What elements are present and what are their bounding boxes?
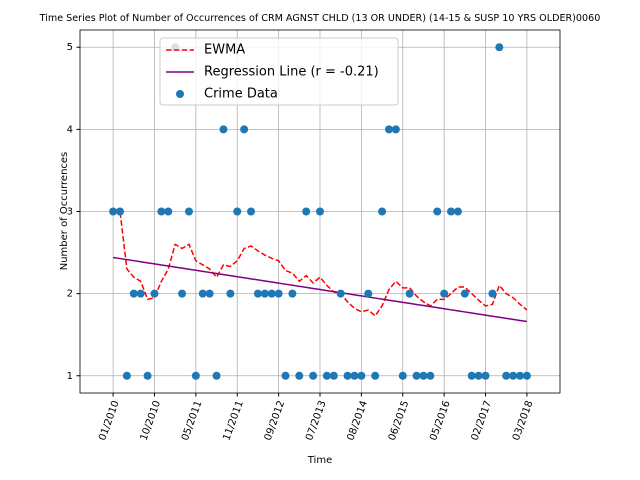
data-point — [426, 371, 435, 380]
data-point — [219, 125, 228, 134]
y-tick-label: 3 — [67, 207, 73, 218]
data-point — [371, 371, 380, 380]
data-point — [357, 371, 366, 380]
data-point — [302, 207, 311, 216]
data-point — [329, 371, 338, 380]
data-point — [474, 371, 483, 380]
data-point — [191, 371, 200, 380]
data-point — [316, 207, 324, 216]
data-point — [253, 289, 262, 298]
data-point — [178, 289, 187, 298]
data-point — [322, 371, 331, 380]
data-point — [516, 371, 524, 380]
x-tick-label: 10/2010 — [139, 399, 164, 442]
y-tick-label: 5 — [67, 42, 73, 53]
data-point — [502, 371, 511, 380]
data-point — [164, 207, 173, 216]
legend-label: Regression Line (r = -0.21) — [204, 65, 379, 80]
x-tick-label: 05/2011 — [180, 399, 205, 442]
data-point — [405, 289, 414, 298]
data-point — [198, 289, 207, 298]
data-point — [447, 207, 456, 216]
x-tick-label: 02/2017 — [470, 399, 495, 442]
data-point — [205, 289, 214, 298]
x-tick-label: 01/2010 — [97, 399, 122, 442]
data-point — [440, 289, 449, 298]
data-point — [460, 289, 469, 298]
x-tick-label: 06/2015 — [387, 399, 412, 442]
data-point — [143, 371, 152, 380]
data-point — [350, 371, 359, 380]
data-point — [281, 371, 290, 380]
x-tick-label: 07/2013 — [304, 399, 329, 442]
data-point — [384, 125, 393, 134]
data-point — [522, 371, 531, 380]
data-point — [233, 207, 242, 216]
data-point — [288, 289, 297, 298]
data-point — [309, 371, 318, 380]
data-point — [129, 289, 138, 298]
data-point — [157, 207, 166, 216]
data-point — [495, 43, 504, 52]
legend-box — [159, 37, 399, 106]
y-axis-label: Number of Occurrences — [59, 152, 70, 271]
data-point — [116, 207, 124, 216]
data-point — [378, 207, 387, 216]
data-point — [433, 207, 442, 216]
data-point — [184, 207, 193, 216]
data-point — [488, 289, 497, 298]
data-point — [419, 371, 428, 380]
line-series — [112, 256, 528, 323]
data-point — [295, 371, 304, 380]
data-point — [226, 289, 235, 298]
chart-title: Time Series Plot of Number of Occurrence… — [39, 13, 601, 24]
plot-frame — [79, 29, 561, 394]
x-tick-label: 05/2016 — [428, 399, 453, 442]
legend-label: EWMA — [204, 43, 245, 58]
data-point — [267, 289, 276, 298]
data-point — [509, 371, 518, 380]
data-point — [412, 371, 421, 380]
data-point — [109, 207, 118, 216]
data-point — [343, 371, 352, 380]
data-point — [453, 207, 462, 216]
data-point — [136, 289, 145, 298]
x-axis-label: Time — [307, 455, 332, 466]
x-tick-label: 03/2018 — [511, 399, 536, 442]
y-tick-label: 4 — [67, 124, 73, 135]
data-point — [240, 125, 249, 134]
data-point — [364, 289, 373, 298]
data-point — [336, 289, 345, 298]
data-point — [150, 289, 159, 298]
x-tick-label: 11/2011 — [221, 399, 246, 442]
data-point — [391, 125, 400, 134]
x-tick-label: 08/2014 — [345, 399, 370, 442]
legend-label: Crime Data — [204, 87, 278, 102]
legend-marker — [176, 90, 184, 98]
y-tick-label: 2 — [67, 289, 73, 300]
data-point — [260, 289, 269, 298]
x-tick-label: 09/2012 — [263, 399, 288, 442]
data-point — [274, 289, 283, 298]
y-tick-label: 1 — [67, 371, 73, 382]
data-point — [122, 371, 131, 380]
line-series — [113, 210, 528, 317]
data-point — [398, 371, 407, 380]
data-point — [212, 371, 221, 380]
data-point — [481, 371, 490, 380]
data-point — [247, 207, 256, 216]
data-point — [467, 371, 476, 380]
